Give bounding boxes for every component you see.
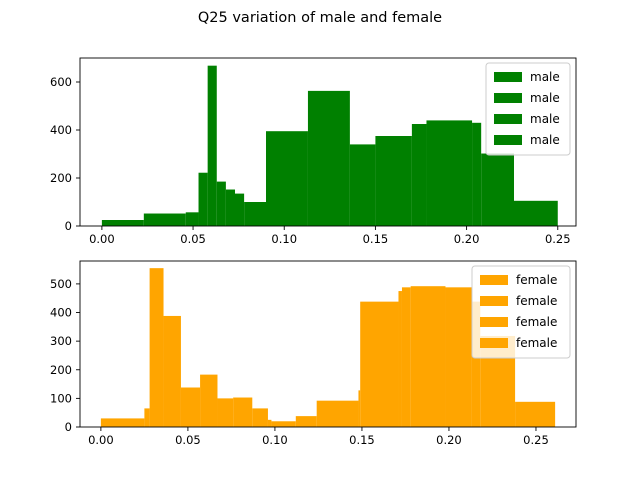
female-x-tick-label-0: 0.00 — [88, 433, 114, 447]
female-histogram-chart: 0.00 0.05 0.10 0.15 0.20 0.25 0 100 200 300 400 500… — [50, 260, 577, 447]
female-bar-18 — [445, 287, 472, 427]
male-y-tick-label-3: 600 — [50, 75, 72, 89]
male-bar-7 — [235, 193, 245, 226]
male-bar-9 — [266, 131, 308, 226]
female-x-tick-label-1: 0.05 — [175, 433, 201, 447]
male-x-tick-label-1: 0.05 — [180, 232, 206, 246]
male-legend-label-1: male — [530, 91, 560, 105]
female-bar-9 — [267, 419, 272, 427]
figure-title: Q25 variation of male and female — [198, 10, 442, 26]
female-x-tick-label-2: 0.10 — [262, 433, 288, 447]
female-bar-15 — [398, 291, 402, 427]
male-legend-label-3: male — [530, 133, 560, 147]
female-y-tick-label-5: 500 — [50, 277, 72, 291]
female-legend-swatch-3 — [480, 338, 508, 348]
male-bar-17 — [514, 200, 558, 226]
male-bar-11 — [349, 144, 376, 226]
female-bar-21 — [515, 401, 556, 427]
male-legend-swatch-3 — [494, 135, 522, 145]
female-bar-17 — [410, 286, 446, 427]
female-bar-14 — [360, 301, 399, 427]
male-legend-swatch-2 — [494, 114, 522, 124]
male-bar-14 — [426, 120, 473, 226]
female-x-tick-label-3: 0.15 — [349, 433, 375, 447]
female-legend-label-2: female — [516, 315, 557, 329]
female-bar-16 — [401, 287, 411, 427]
male-y-tick-label-0: 0 — [65, 219, 72, 233]
female-legend-swatch-1 — [480, 296, 508, 306]
female-bar-5 — [200, 374, 218, 427]
male-legend-swatch-0 — [494, 72, 522, 82]
female-bar-13 — [358, 390, 361, 427]
female-bar-12 — [316, 400, 359, 427]
male-x-tick-label-5: 0.25 — [545, 232, 571, 246]
male-bar-13 — [411, 124, 427, 226]
male-histogram-chart: 0.00 0.05 0.10 0.15 0.20 0.25 0 200 400 600 male ma… — [50, 57, 577, 246]
female-legend-label-0: female — [516, 273, 557, 287]
male-x-tick-label-3: 0.15 — [363, 232, 389, 246]
male-x-tick-label-4: 0.20 — [454, 232, 480, 246]
female-y-tick-label-1: 100 — [50, 391, 72, 405]
female-y-tick-label-2: 200 — [50, 363, 72, 377]
female-bar-6 — [217, 398, 234, 427]
male-legend — [485, 62, 571, 156]
male-x-tick-label-0: 0.00 — [89, 232, 115, 246]
female-x-tick-label-5: 0.25 — [523, 433, 549, 447]
female-y-tick-label-3: 300 — [50, 334, 72, 348]
female-bar-0 — [100, 418, 145, 427]
female-x-tick-label-4: 0.20 — [436, 433, 462, 447]
female-axes-frame — [79, 260, 577, 428]
male-legend-swatch-1 — [494, 93, 522, 103]
male-legend-label-2: male — [530, 112, 560, 126]
female-y-tick-label-0: 0 — [65, 420, 72, 434]
male-bar-6 — [225, 189, 235, 226]
female-bar-1 — [144, 408, 150, 427]
male-bar-5 — [216, 181, 226, 226]
female-legend-label-3: female — [516, 336, 557, 350]
female-bar-7 — [233, 397, 253, 427]
male-axes-frame — [79, 57, 577, 227]
female-bar-4 — [180, 387, 201, 427]
male-bar-10 — [307, 90, 350, 226]
female-y-tick-label-4: 400 — [50, 306, 72, 320]
female-bar-19 — [471, 301, 481, 427]
female-legend-label-1: female — [516, 294, 557, 308]
female-legend — [471, 265, 571, 359]
female-legend-swatch-2 — [480, 317, 508, 327]
male-bar-12 — [375, 136, 412, 226]
male-bar-2 — [185, 212, 199, 226]
male-bar-4 — [207, 65, 217, 227]
male-y-tick-label-1: 200 — [50, 171, 72, 185]
male-bar-15 — [472, 122, 482, 226]
male-bar-16 — [481, 153, 514, 226]
male-bar-0 — [101, 220, 144, 226]
male-y-tick-label-2: 400 — [50, 123, 72, 137]
male-bar-3 — [198, 172, 208, 226]
male-x-tick-label-2: 0.10 — [271, 232, 297, 246]
female-legend-swatch-0 — [480, 275, 508, 285]
female-bar-3 — [163, 315, 181, 427]
female-bar-2 — [149, 268, 164, 427]
male-bar-8 — [244, 202, 266, 226]
male-bar-1 — [143, 213, 186, 226]
female-bar-11 — [295, 416, 317, 427]
female-bar-10 — [271, 421, 296, 427]
male-legend-label-0: male — [530, 70, 560, 84]
female-bar-8 — [252, 408, 268, 427]
